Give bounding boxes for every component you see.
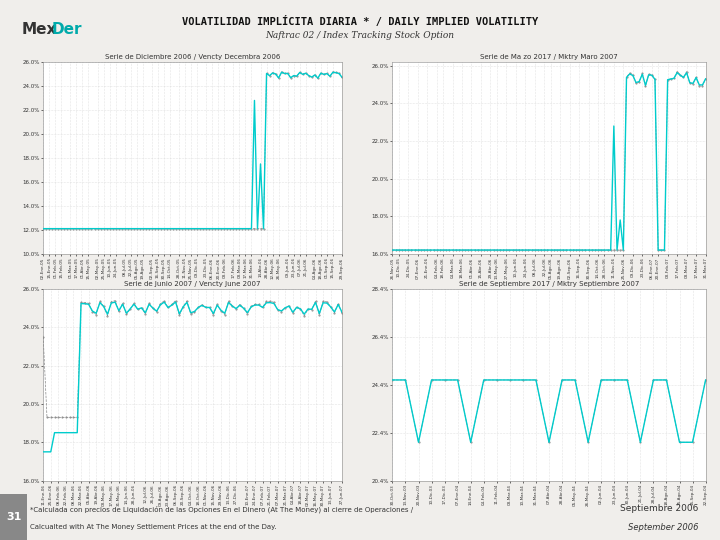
Legend: CALL, PUT: CALL, PUT xyxy=(157,341,228,350)
Legend: CALL, PUT: CALL, PUT xyxy=(513,341,585,350)
Text: Naftrac 02 / Index Tracking Stock Option: Naftrac 02 / Index Tracking Stock Option xyxy=(266,31,454,39)
Text: Calcualted with At The Money Settlement Prices at the end of the Day.: Calcualted with At The Money Settlement … xyxy=(30,524,276,530)
Text: *Calculada con precios de Liquidación de las Opciones En el Dinero (At The Money: *Calculada con precios de Liquidación de… xyxy=(30,505,413,512)
Text: Septiembre 2006: Septiembre 2006 xyxy=(620,504,698,514)
FancyBboxPatch shape xyxy=(0,494,27,540)
Title: Serie de Ma zo 2017 / Mktry Maro 2007: Serie de Ma zo 2017 / Mktry Maro 2007 xyxy=(480,55,618,60)
Text: 31: 31 xyxy=(6,512,22,522)
Text: VOLATILIDAD IMPLÍCITA DIARIA * / DAILY IMPLIED VOLATILITY: VOLATILIDAD IMPLÍCITA DIARIA * / DAILY I… xyxy=(182,16,538,27)
Title: Serie de Diciembre 2006 / Vencty Decembra 2006: Serie de Diciembre 2006 / Vencty Decembr… xyxy=(105,55,280,60)
Title: Serie de Septiembre 2017 / Mktry Septiembre 2007: Serie de Septiembre 2017 / Mktry Septiem… xyxy=(459,281,639,287)
Text: September 2006: September 2006 xyxy=(628,523,698,532)
Title: Serie de Junio 2007 / Vencty June 2007: Serie de Junio 2007 / Vencty June 2007 xyxy=(125,281,261,287)
Text: Mex: Mex xyxy=(22,22,57,37)
Text: Der: Der xyxy=(52,22,82,37)
